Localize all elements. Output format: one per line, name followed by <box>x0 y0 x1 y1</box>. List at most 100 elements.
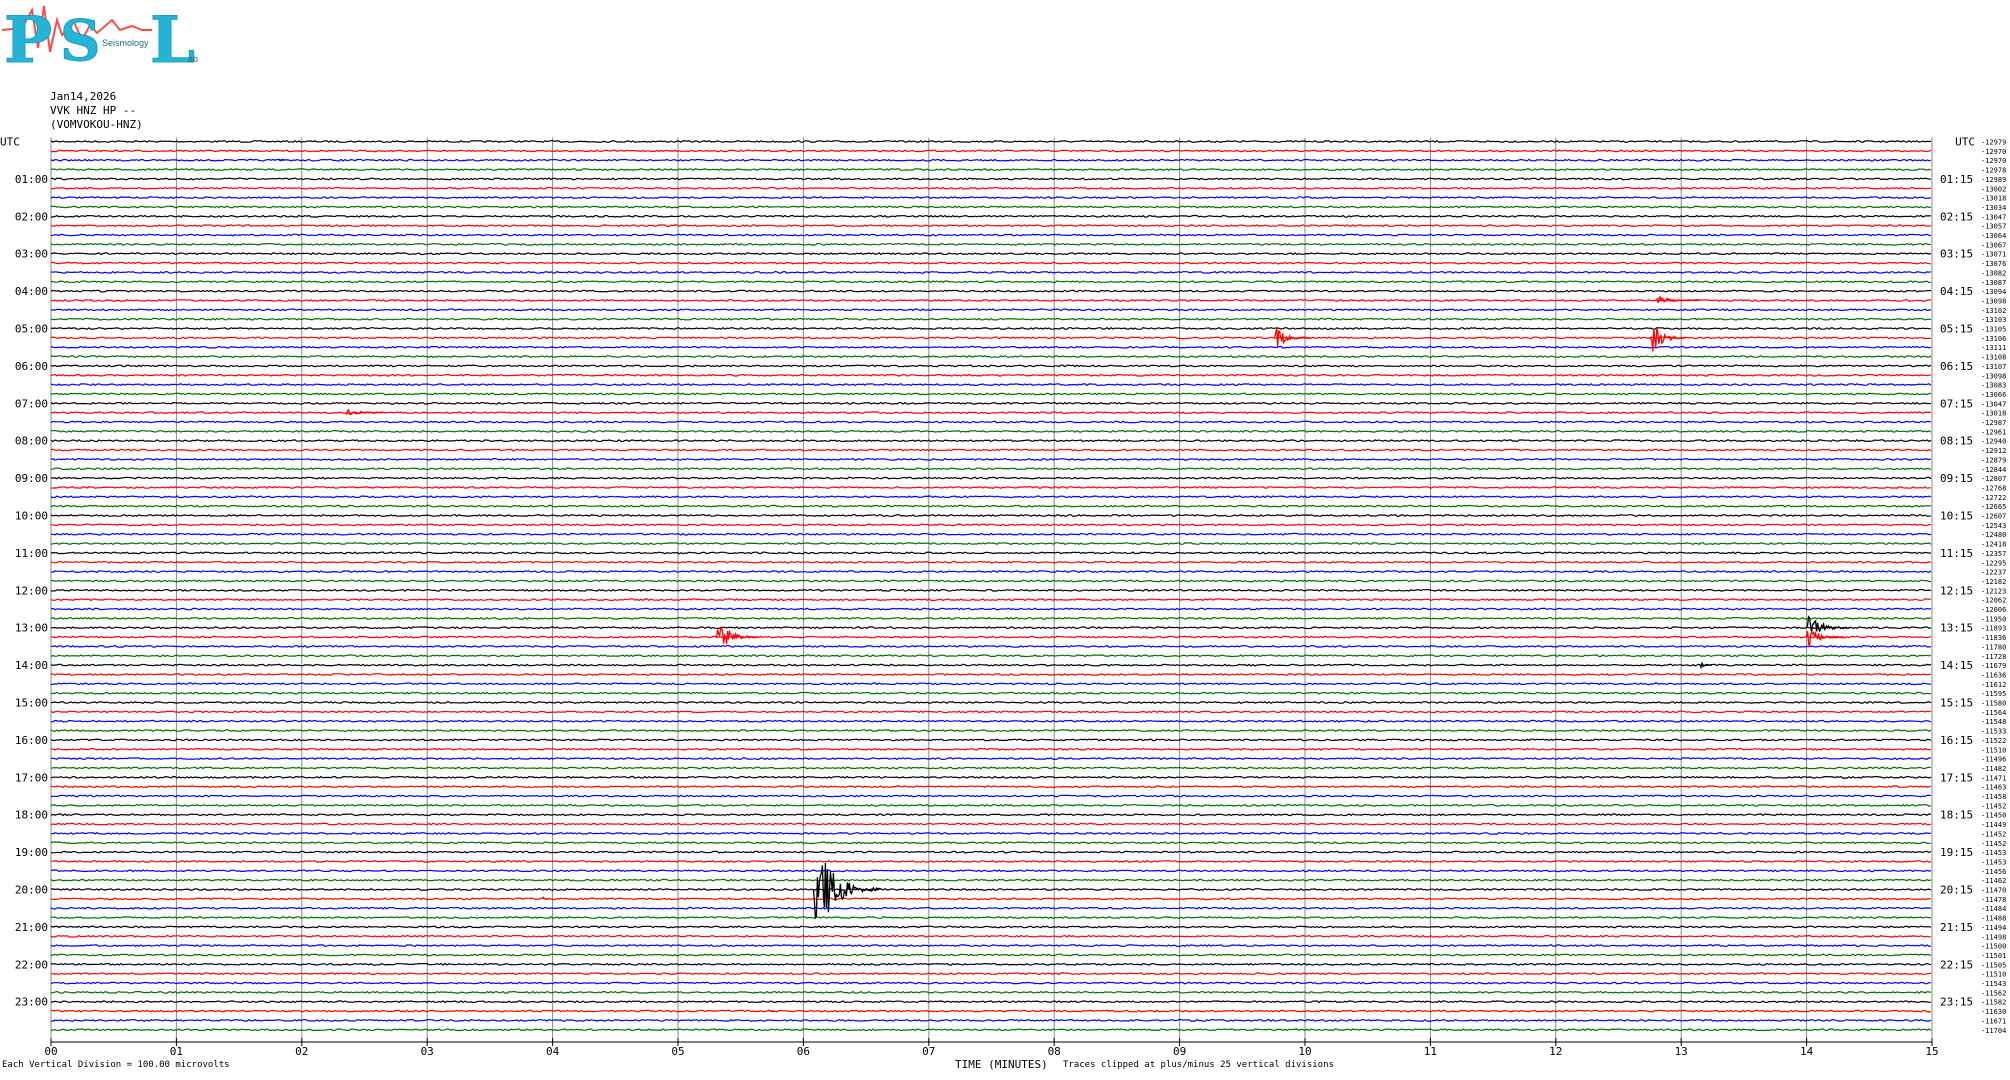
trace-offset-label: -12418 <box>1981 541 2006 549</box>
left-hour-label: 06:00 <box>15 360 48 373</box>
seismic-trace <box>50 139 1932 144</box>
seismic-trace <box>50 429 1932 433</box>
seismic-trace <box>50 551 1931 555</box>
right-hour-label: 14:15 <box>1940 659 1973 672</box>
seismic-trace <box>51 523 1932 527</box>
seismic-trace <box>50 822 1932 826</box>
right-hour-label: 02:15 <box>1940 210 1973 223</box>
svg-text:L: L <box>150 3 195 70</box>
trace-offset-label: -11449 <box>1981 821 2006 829</box>
seismic-trace <box>51 962 1932 966</box>
logo-letters: P <box>4 3 52 70</box>
seismic-trace <box>50 1000 1932 1004</box>
seismic-trace <box>51 355 1932 359</box>
seismic-trace <box>50 841 1932 845</box>
seismic-trace <box>50 448 1932 452</box>
trace-offset-label: -11612 <box>1981 681 2006 689</box>
seismic-trace <box>50 542 1932 546</box>
x-tick-label: 02 <box>295 1045 308 1058</box>
trace-offset-label: -11522 <box>1981 737 2006 745</box>
trace-offset-label: -12665 <box>1981 503 2006 511</box>
trace-offset-label: -12182 <box>1981 578 2006 586</box>
seismic-trace <box>50 579 1932 583</box>
right-hour-label: 16:15 <box>1940 734 1973 747</box>
trace-offset-label: -12987 <box>1981 419 2006 427</box>
trace-offset-label: -13082 <box>1981 269 2006 277</box>
left-hour-label: 11:00 <box>15 547 48 560</box>
trace-offset-label: -13098 <box>1981 372 2006 380</box>
x-tick-label: 07 <box>922 1045 935 1058</box>
seismic-trace <box>50 925 1932 929</box>
seismic-trace <box>50 869 1932 873</box>
seismic-trace <box>50 177 1932 181</box>
trace-offset-label: -11478 <box>1981 896 2006 904</box>
x-tick-label: 09 <box>1173 1045 1186 1058</box>
trace-offset-label: -11893 <box>1981 625 2006 633</box>
trace-offset-label: -13087 <box>1981 279 2006 287</box>
seismic-trace <box>50 672 1932 676</box>
seismic-trace <box>50 700 1932 705</box>
trace-offset-label: -11462 <box>1981 877 2006 885</box>
seismic-trace <box>50 149 1932 153</box>
svg-text:S: S <box>60 8 100 70</box>
station-label: VVK HNZ HP -- <box>50 104 137 117</box>
seismic-trace <box>50 252 1932 256</box>
trace-offset-label: -12237 <box>1981 569 2006 577</box>
trace-offset-label: -12978 <box>1981 167 2006 175</box>
seismic-trace <box>50 476 1932 480</box>
trace-offset-label: -11671 <box>1981 1017 2006 1025</box>
seismic-trace <box>50 803 1932 807</box>
seismic-event <box>542 896 549 900</box>
trace-offset-label: -11582 <box>1981 999 2006 1007</box>
right-hour-label: 09:15 <box>1940 472 1973 485</box>
trace-offset-label: -12912 <box>1981 447 2006 455</box>
trace-offset-label: -11595 <box>1981 690 2006 698</box>
trace-offset-label: -11562 <box>1981 989 2006 997</box>
seismic-trace <box>50 663 1932 667</box>
trace-offset-label: -13094 <box>1981 288 2006 296</box>
right-hour-label: 10:15 <box>1940 510 1973 523</box>
seismic-trace <box>50 859 1932 863</box>
trace-offset-label: -12295 <box>1981 559 2006 567</box>
logo-waveform <box>1 5 152 53</box>
trace-offset-label: -11452 <box>1981 830 2006 838</box>
seismic-trace <box>50 598 1932 602</box>
trace-offset-label: -12940 <box>1981 438 2006 446</box>
trace-offset-label: -11505 <box>1981 961 2006 969</box>
left-hour-label: 22:00 <box>15 958 48 971</box>
x-tick-label: 12 <box>1549 1045 1562 1058</box>
trace-offset-label: -13103 <box>1981 316 2006 324</box>
right-hour-label: 07:15 <box>1940 397 1973 410</box>
trace-offset-label: -11630 <box>1981 1008 2006 1016</box>
seismic-trace <box>50 298 1931 302</box>
seismic-trace <box>50 635 1932 639</box>
seismic-trace <box>50 317 1932 321</box>
trace-offset-label: -11548 <box>1981 718 2006 726</box>
x-tick-label: 11 <box>1424 1045 1437 1058</box>
trace-offset-label: -13076 <box>1981 260 2006 268</box>
seismic-trace <box>51 831 1932 835</box>
left-hour-label: 08:00 <box>15 435 48 448</box>
trace-offset-label: -11488 <box>1981 915 2006 923</box>
seismic-trace <box>50 953 1932 957</box>
trace-offset-label: -11471 <box>1981 774 2006 782</box>
right-axis-title: UTC <box>1955 136 1975 149</box>
seismic-trace <box>50 850 1932 854</box>
trace-offset-label: -13018 <box>1981 195 2006 203</box>
seismic-trace <box>50 691 1932 695</box>
trace-offset-label: -11704 <box>1981 1027 2006 1035</box>
seismic-event <box>1273 328 1311 347</box>
seismic-trace <box>50 626 1932 630</box>
trace-offset-label: -12722 <box>1981 494 2006 502</box>
trace-offset-label: -11453 <box>1981 849 2006 857</box>
seismic-trace <box>50 747 1931 751</box>
trace-offset-label: -12543 <box>1981 522 2006 530</box>
seismic-trace <box>51 532 1932 536</box>
seismic-trace <box>50 158 1932 162</box>
trace-offset-label: -12961 <box>1981 428 2006 436</box>
station-code-label: (VOMVOKOU-HNZ) <box>50 118 143 131</box>
seismic-trace <box>50 373 1932 377</box>
trace-offset-label: -11456 <box>1981 868 2006 876</box>
right-hour-label: 08:15 <box>1940 435 1973 448</box>
